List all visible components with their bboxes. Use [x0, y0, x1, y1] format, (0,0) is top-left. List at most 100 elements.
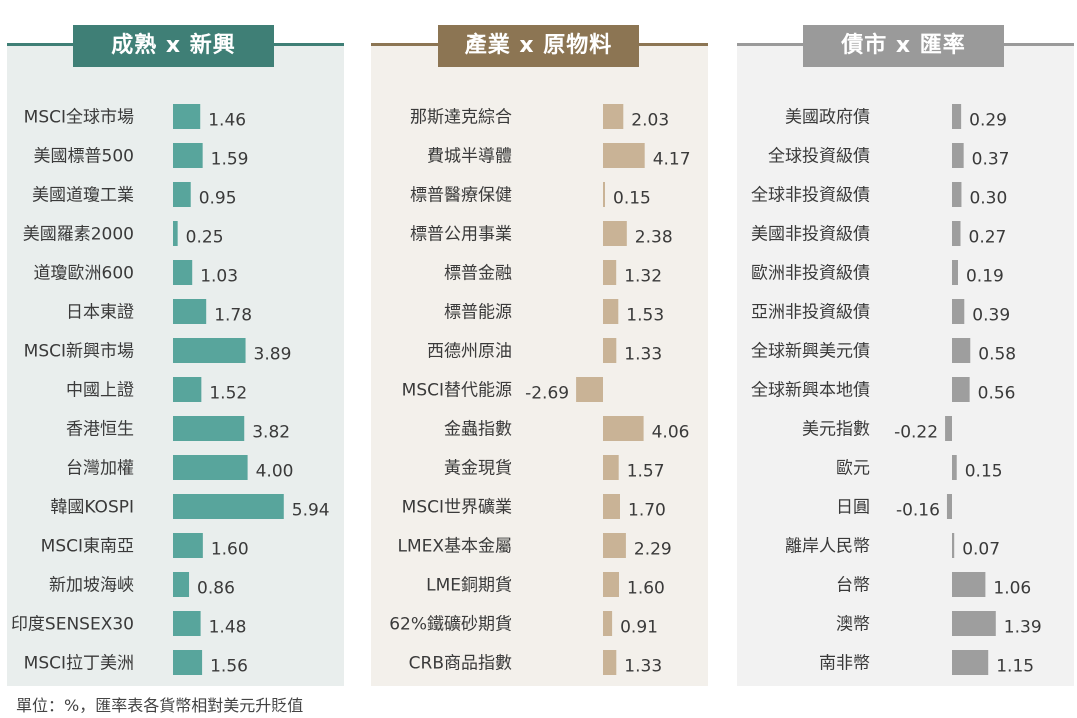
value-label: 1.78 — [214, 306, 252, 326]
category-label: 歐洲非投資級債 — [751, 264, 870, 284]
category-label: CRB商品指數 — [409, 654, 512, 674]
category-label: 62%鐵礦砂期貨 — [389, 615, 512, 635]
bar — [173, 455, 248, 480]
category-label: 中國上證 — [66, 381, 134, 401]
bar — [952, 455, 957, 480]
bar — [603, 182, 605, 207]
category-label: 美國政府債 — [785, 108, 870, 128]
panel-mature-emerging-title: 成熟 x 新興 — [73, 25, 274, 67]
value-label: 0.15 — [965, 462, 1003, 482]
bar — [952, 377, 970, 402]
bar — [952, 260, 958, 285]
value-label: -2.69 — [525, 384, 569, 404]
category-label: 費城半導體 — [427, 147, 512, 167]
bar — [603, 416, 644, 441]
value-label: 0.56 — [978, 384, 1016, 404]
category-label: 離岸人民幣 — [785, 537, 870, 557]
bar — [173, 182, 191, 207]
value-label: 0.58 — [978, 345, 1016, 365]
value-label: 4.06 — [652, 423, 690, 443]
value-label: 5.94 — [292, 501, 330, 521]
panel-sector-commodity — [371, 43, 708, 686]
value-label: 0.29 — [969, 111, 1007, 131]
bar — [603, 494, 620, 519]
value-label: 3.82 — [252, 423, 290, 443]
value-label: 0.15 — [613, 189, 651, 209]
category-label: 西德州原油 — [427, 342, 512, 362]
bar — [952, 221, 961, 246]
bar — [173, 650, 203, 675]
bar — [173, 533, 203, 558]
category-label: 那斯達克綜合 — [410, 108, 512, 128]
bar — [603, 338, 617, 363]
value-label: 0.25 — [186, 228, 224, 248]
bar — [576, 377, 603, 402]
bar — [173, 494, 284, 519]
category-label: 美國道瓊工業 — [32, 186, 134, 206]
category-label: 全球投資級債 — [768, 147, 870, 167]
bar — [603, 611, 613, 636]
category-label: LMEX基本金屬 — [397, 537, 512, 557]
value-label: 0.86 — [197, 579, 235, 599]
bar — [952, 533, 955, 558]
bar — [173, 416, 245, 441]
bar — [603, 104, 624, 129]
bar — [952, 182, 962, 207]
category-label: 歐元 — [836, 459, 870, 479]
category-label: 美國非投資級債 — [751, 225, 870, 245]
category-label: MSCI新興市場 — [24, 342, 134, 362]
value-label: 0.37 — [972, 150, 1010, 170]
value-label: 0.91 — [620, 618, 658, 638]
value-label: 1.59 — [211, 150, 249, 170]
bar — [952, 143, 964, 168]
panel-bond-fx-title: 債市 x 匯率 — [803, 25, 1004, 67]
value-label: 0.19 — [966, 267, 1004, 287]
bar — [603, 533, 626, 558]
category-label: 亞洲非投資級債 — [751, 303, 870, 323]
value-label: 2.29 — [634, 540, 672, 560]
value-label: 1.03 — [200, 267, 238, 287]
value-label: 1.33 — [624, 345, 662, 365]
value-label: 1.32 — [624, 267, 662, 287]
category-label: 台灣加權 — [66, 459, 134, 479]
bar — [952, 611, 996, 636]
category-label: MSCI全球市場 — [24, 108, 134, 128]
bar — [603, 299, 619, 324]
category-label: 黃金現貨 — [444, 459, 512, 479]
bar — [173, 221, 178, 246]
category-label: 日本東證 — [66, 303, 134, 323]
category-label: 金蟲指數 — [444, 420, 512, 440]
category-label: 韓國KOSPI — [50, 498, 134, 518]
bar — [946, 494, 952, 519]
category-label: 美國標普500 — [34, 147, 134, 167]
value-label: 4.00 — [256, 462, 294, 482]
category-label: 澳幣 — [836, 615, 870, 635]
bar — [173, 377, 202, 402]
value-label: 2.38 — [635, 228, 673, 248]
category-label: 南非幣 — [819, 654, 870, 674]
category-label: MSCI東南亞 — [41, 537, 134, 557]
value-label: 1.60 — [627, 579, 665, 599]
bar — [173, 260, 193, 285]
value-label: 0.27 — [969, 228, 1007, 248]
category-label: 印度SENSEX30 — [11, 615, 134, 635]
bar — [603, 143, 645, 168]
bar — [173, 143, 203, 168]
bar — [603, 572, 619, 597]
bar — [173, 338, 246, 363]
bar — [603, 455, 619, 480]
footnote: 單位：%，匯率表各貨幣相對美元升貶值 — [16, 696, 304, 715]
bar — [945, 416, 952, 441]
category-label: 全球新興美元債 — [751, 342, 870, 362]
category-label: 標普醫療保健 — [410, 186, 512, 206]
value-label: 1.56 — [210, 657, 248, 677]
value-label: 0.95 — [199, 189, 237, 209]
category-label: MSCI世界礦業 — [402, 498, 512, 518]
category-label: LME銅期貨 — [426, 576, 512, 596]
value-label: 1.15 — [996, 657, 1034, 677]
bar — [173, 104, 201, 129]
bar — [173, 299, 207, 324]
value-label: 1.70 — [628, 501, 666, 521]
category-label: 全球新興本地債 — [751, 381, 870, 401]
category-label: MSCI替代能源 — [402, 381, 512, 401]
